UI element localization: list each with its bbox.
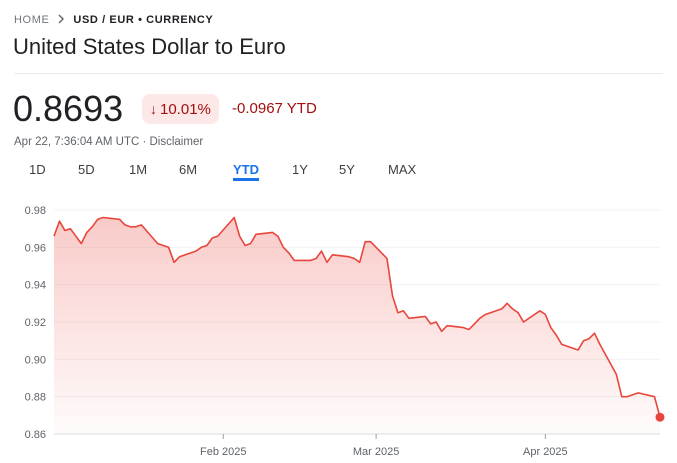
tab-max[interactable]: MAX: [388, 162, 417, 177]
tab-5d[interactable]: 5D: [78, 162, 95, 177]
percent-change-value: 10.01%: [160, 100, 211, 118]
y-tick-label: 0.92: [25, 317, 46, 329]
y-tick-label: 0.88: [25, 392, 46, 404]
y-tick-label: 0.96: [25, 242, 46, 254]
breadcrumb-home-link[interactable]: HOME: [14, 14, 50, 26]
x-tick-label: Mar 2025: [353, 446, 399, 458]
current-price: 0.8693: [13, 88, 124, 129]
tab-1d[interactable]: 1D: [29, 162, 46, 177]
price-chart[interactable]: 0.98 0.96 0.94 0.92 0.90 0.88 0.86 Feb 2025 Mar…: [0, 190, 677, 463]
tab-1m[interactable]: 1M: [129, 162, 148, 177]
arrow-down-icon: ↓: [150, 101, 157, 117]
y-tick-label: 0.90: [25, 354, 46, 366]
percent-change-badge: ↓ 10.01%: [142, 94, 219, 124]
y-tick-label: 0.86: [25, 429, 46, 441]
tab-1y[interactable]: 1Y: [292, 162, 308, 177]
chevron-right-icon: [57, 13, 65, 27]
title-divider: [14, 73, 663, 74]
y-tick-label: 0.98: [25, 205, 46, 217]
y-tick-label: 0.94: [25, 280, 46, 292]
x-tick-label: Feb 2025: [200, 446, 246, 458]
price-area-fill: [54, 217, 660, 434]
x-axis: Feb 2025 Mar 2025 Apr 2025: [200, 434, 568, 458]
y-axis: 0.98 0.96 0.94 0.92 0.90 0.88 0.86: [25, 205, 46, 441]
tab-6m[interactable]: 6M: [179, 162, 198, 177]
quote-timestamp: Apr 22, 7:36:04 AM UTC · Disclaimer: [14, 136, 204, 148]
last-price-point: [655, 412, 665, 422]
page-title: United States Dollar to Euro: [13, 34, 286, 59]
breadcrumb: HOME USD / EUR • CURRENCY: [14, 13, 213, 27]
tab-ytd[interactable]: YTD: [233, 162, 259, 181]
breadcrumb-currency-pair: USD / EUR • CURRENCY: [73, 14, 214, 26]
absolute-change: -0.0967 YTD: [232, 100, 317, 117]
price-series-line: [53, 216, 661, 418]
tab-5y[interactable]: 5Y: [339, 162, 355, 177]
x-tick-label: Apr 2025: [523, 446, 568, 458]
